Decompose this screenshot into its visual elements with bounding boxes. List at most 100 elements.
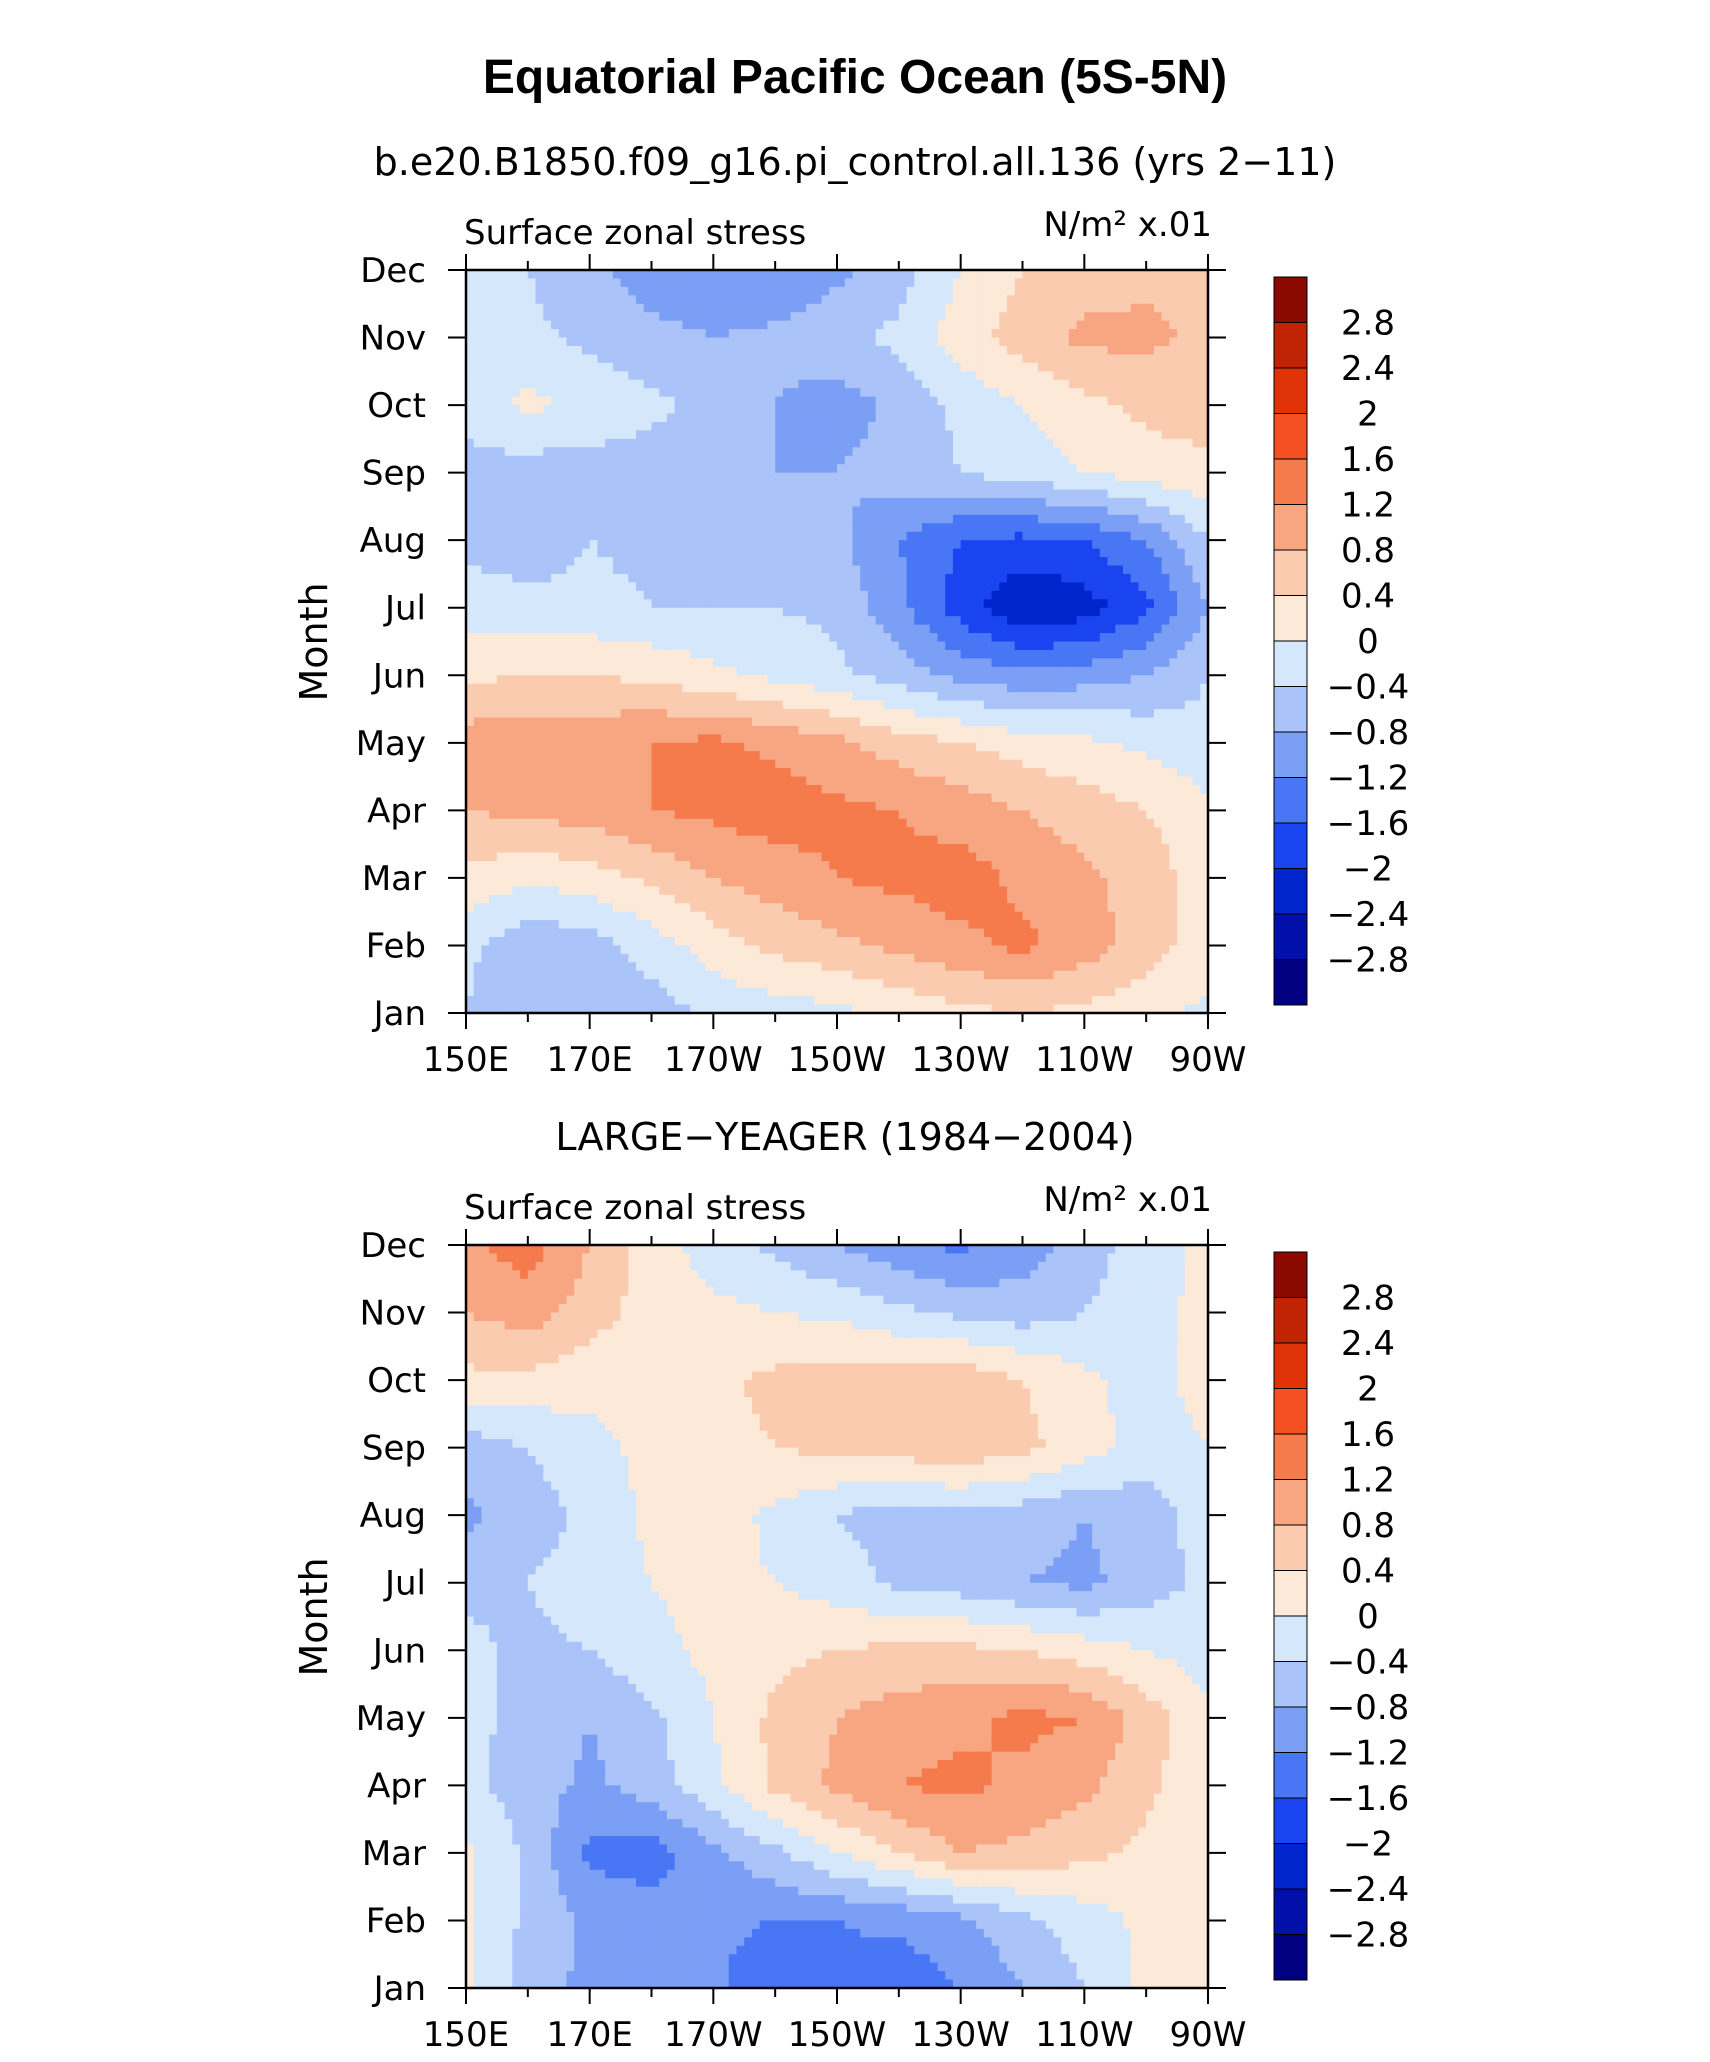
contour-cell	[690, 320, 699, 330]
contour-cell	[1068, 497, 1078, 508]
contour-cell	[744, 455, 753, 465]
contour-cell	[1099, 447, 1109, 457]
contour-cell	[558, 270, 568, 280]
contour-cell	[597, 557, 606, 567]
contour-cell	[790, 455, 799, 465]
contour-cell	[466, 658, 475, 668]
contour-cell	[1169, 286, 1178, 296]
contour-cell	[1177, 666, 1186, 676]
contour-cell	[767, 548, 776, 558]
contour-cell	[837, 497, 846, 508]
contour-cell	[914, 430, 923, 440]
contour-cell	[983, 497, 993, 508]
contour-cell	[574, 641, 583, 651]
contour-cell	[1092, 379, 1101, 389]
contour-cell	[520, 557, 529, 567]
contour-cell	[813, 641, 823, 651]
contour-cell	[914, 405, 923, 415]
contour-cell	[775, 371, 784, 381]
contour-cell	[697, 582, 707, 592]
contour-cell	[721, 371, 730, 381]
contour-cell	[643, 388, 653, 398]
contour-cell	[999, 607, 1008, 617]
contour-cell	[674, 506, 684, 516]
contour-cell	[883, 396, 892, 406]
contour-cell	[991, 337, 1000, 347]
contour-cell	[496, 286, 506, 296]
contour-cell	[1076, 362, 1085, 372]
contour-cell	[1022, 337, 1031, 347]
contour-cell	[1092, 345, 1101, 356]
contour-cell	[1115, 278, 1124, 288]
contour-cell	[666, 557, 676, 567]
contour-cell	[1192, 388, 1201, 398]
contour-cell	[597, 514, 606, 524]
contour-cell	[1192, 540, 1201, 550]
contour-cell	[790, 286, 799, 296]
contour-cell	[821, 362, 830, 372]
contour-cell	[775, 354, 784, 364]
contour-cell	[1146, 489, 1155, 499]
contour-cell	[759, 371, 769, 381]
contour-cell	[806, 455, 815, 465]
contour-cell	[813, 329, 823, 339]
contour-cell	[512, 421, 521, 432]
contour-cell	[829, 523, 838, 533]
contour-cell	[922, 405, 931, 415]
contour-cell	[790, 371, 799, 381]
contour-plot: 150E 170E 170W 150W 130W 110W 90WJanFebMarAprM…	[356, 251, 1247, 1080]
contour-cell	[581, 447, 591, 457]
contour-cell	[1122, 413, 1132, 423]
contour-cell	[813, 590, 823, 600]
contour-cell	[713, 337, 722, 347]
contour-cell	[1115, 270, 1124, 280]
contour-cell	[883, 320, 892, 330]
contour-cell	[790, 396, 799, 406]
contour-cell	[574, 489, 583, 499]
contour-cell	[1007, 405, 1016, 415]
contour-cell	[690, 540, 699, 550]
contour-cell	[875, 295, 884, 305]
contour-cell	[705, 548, 714, 558]
contour-cell	[1169, 430, 1178, 440]
contour-cell	[1161, 540, 1170, 550]
contour-cell	[875, 371, 884, 381]
contour-cell	[875, 497, 884, 508]
contour-cell	[1014, 379, 1024, 389]
contour-cell	[721, 489, 730, 499]
contour-cell	[628, 616, 637, 626]
contour-cell	[566, 641, 575, 651]
contour-cell	[991, 582, 1000, 592]
contour-cell	[891, 590, 900, 600]
contour-cell	[999, 421, 1008, 432]
contour-cell	[659, 371, 668, 381]
contour-cell	[597, 464, 606, 474]
contour-cell	[1053, 438, 1062, 448]
contour-cell	[983, 421, 993, 432]
contour-cell	[535, 388, 544, 398]
contour-cell	[581, 506, 591, 516]
contour-cell	[983, 666, 993, 676]
contour-cell	[643, 447, 653, 457]
contour-cell	[535, 649, 544, 659]
contour-cell	[867, 270, 877, 280]
contour-cell	[1084, 430, 1093, 440]
contour-cell	[1045, 430, 1055, 440]
contour-cell	[597, 675, 606, 685]
contour-cell	[813, 607, 823, 617]
contour-cell	[620, 582, 629, 592]
contour-cell	[744, 421, 753, 432]
contour-cell	[558, 497, 568, 508]
contour-cell	[605, 573, 614, 583]
contour-cell	[1007, 286, 1016, 296]
contour-cell	[1153, 286, 1163, 296]
contour-cell	[767, 405, 776, 415]
contour-cell	[1007, 270, 1016, 280]
contour-cell	[628, 438, 637, 448]
contour-cell	[983, 582, 993, 592]
contour-cell	[906, 633, 915, 643]
contour-cell	[728, 413, 738, 423]
contour-cell	[520, 286, 529, 296]
contour-cell	[1138, 692, 1147, 702]
contour-cell	[1184, 700, 1194, 710]
